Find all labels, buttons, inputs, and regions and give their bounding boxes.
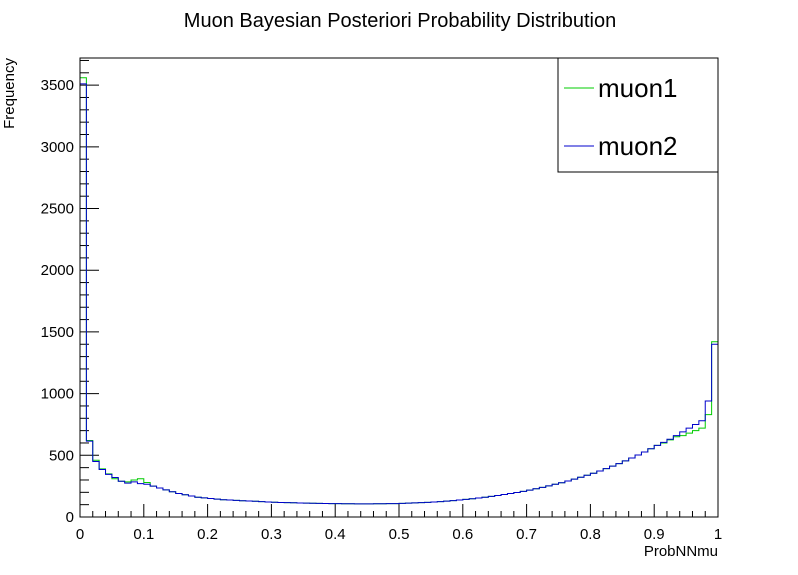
legend-box <box>557 57 719 173</box>
plot-frame <box>79 57 719 518</box>
y-tick-label: 2500 <box>41 201 74 218</box>
x-tick-label: 0 <box>76 526 84 543</box>
y-tick-label: 2000 <box>41 262 74 279</box>
legend: muon1 muon2 <box>557 57 719 173</box>
x-tick-label: 0.6 <box>452 526 473 543</box>
y-tick-label: 3000 <box>41 139 74 156</box>
x-tick-label: 0.2 <box>197 526 218 543</box>
x-axis-label: ProbNNmu <box>644 543 718 560</box>
y-tick-label: 500 <box>49 447 74 464</box>
x-tick-label: 0.5 <box>389 526 410 543</box>
legend-label-muon1: muon1 <box>598 73 678 103</box>
legend-label-muon2: muon2 <box>598 131 678 161</box>
x-tick-label: 0.9 <box>644 526 665 543</box>
x-tick-label: 0.4 <box>325 526 346 543</box>
x-tick-label: 0.3 <box>261 526 282 543</box>
x-tick-label: 0.7 <box>516 526 537 543</box>
y-tick-label: 1500 <box>41 324 74 341</box>
axis-ticks: 0 0.1 0.2 0.3 0.4 0.5 0.6 0.7 0.8 0.9 1 0 500 1000 150… <box>41 59 722 543</box>
y-axis-label: Frequency <box>1 58 18 129</box>
y-tick-label: 0 <box>66 509 74 526</box>
y-tick-label: 1000 <box>41 386 74 403</box>
y-tick-label: 3500 <box>41 77 74 94</box>
x-tick-label: 0.1 <box>133 526 154 543</box>
series-layer <box>79 77 719 517</box>
series-muon2-line <box>79 83 719 517</box>
x-tick-label: 1 <box>714 526 722 543</box>
chart-title: Muon Bayesian Posteriori Probability Dis… <box>184 10 616 32</box>
x-tick-label: 0.8 <box>580 526 601 543</box>
